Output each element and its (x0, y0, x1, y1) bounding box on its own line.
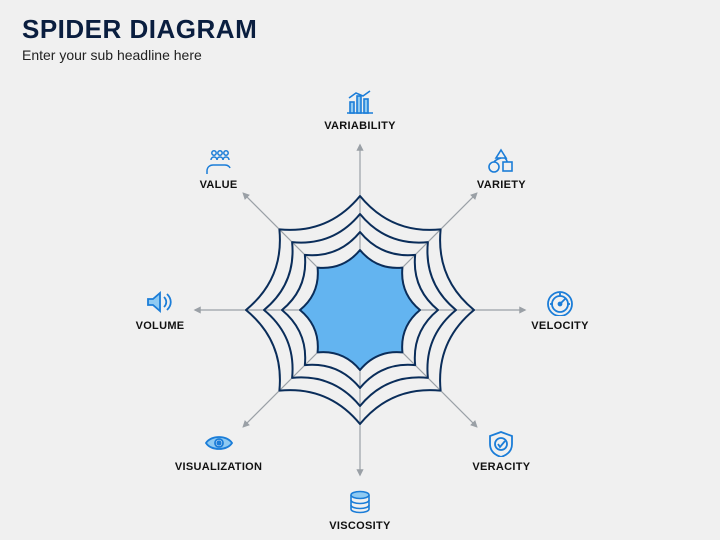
spider-diagram: VARIABILITY VARIETY VELOCITY VERACITY (0, 60, 720, 540)
eye-icon (203, 429, 235, 457)
spider-node-label: VISUALIZATION (164, 461, 274, 473)
page-title: SPIDER DIAGRAM (22, 14, 698, 45)
spider-node: VARIETY (446, 147, 556, 191)
spider-node: VISCOSITY (305, 488, 415, 532)
bar-chart-icon (344, 88, 376, 116)
hand-people-icon (203, 147, 235, 175)
shapes-icon (485, 147, 517, 175)
gauge-icon (544, 288, 576, 316)
spider-node-label: VERACITY (446, 461, 556, 473)
database-icon (344, 488, 376, 516)
spider-node-label: VOLUME (105, 320, 215, 332)
spider-node: VOLUME (105, 288, 215, 332)
spider-node: VELOCITY (505, 288, 615, 332)
speaker-icon (144, 288, 176, 316)
web-ring (300, 250, 420, 370)
spider-node: VALUE (164, 147, 274, 191)
spider-node-label: VARIABILITY (305, 120, 415, 132)
spider-node-label: VALUE (164, 179, 274, 191)
spider-node: VARIABILITY (305, 88, 415, 132)
shield-check-icon (485, 429, 517, 457)
spider-node: VISUALIZATION (164, 429, 274, 473)
spider-node-label: VELOCITY (505, 320, 615, 332)
spider-node-label: VARIETY (446, 179, 556, 191)
spider-node-label: VISCOSITY (305, 520, 415, 532)
spider-node: VERACITY (446, 429, 556, 473)
